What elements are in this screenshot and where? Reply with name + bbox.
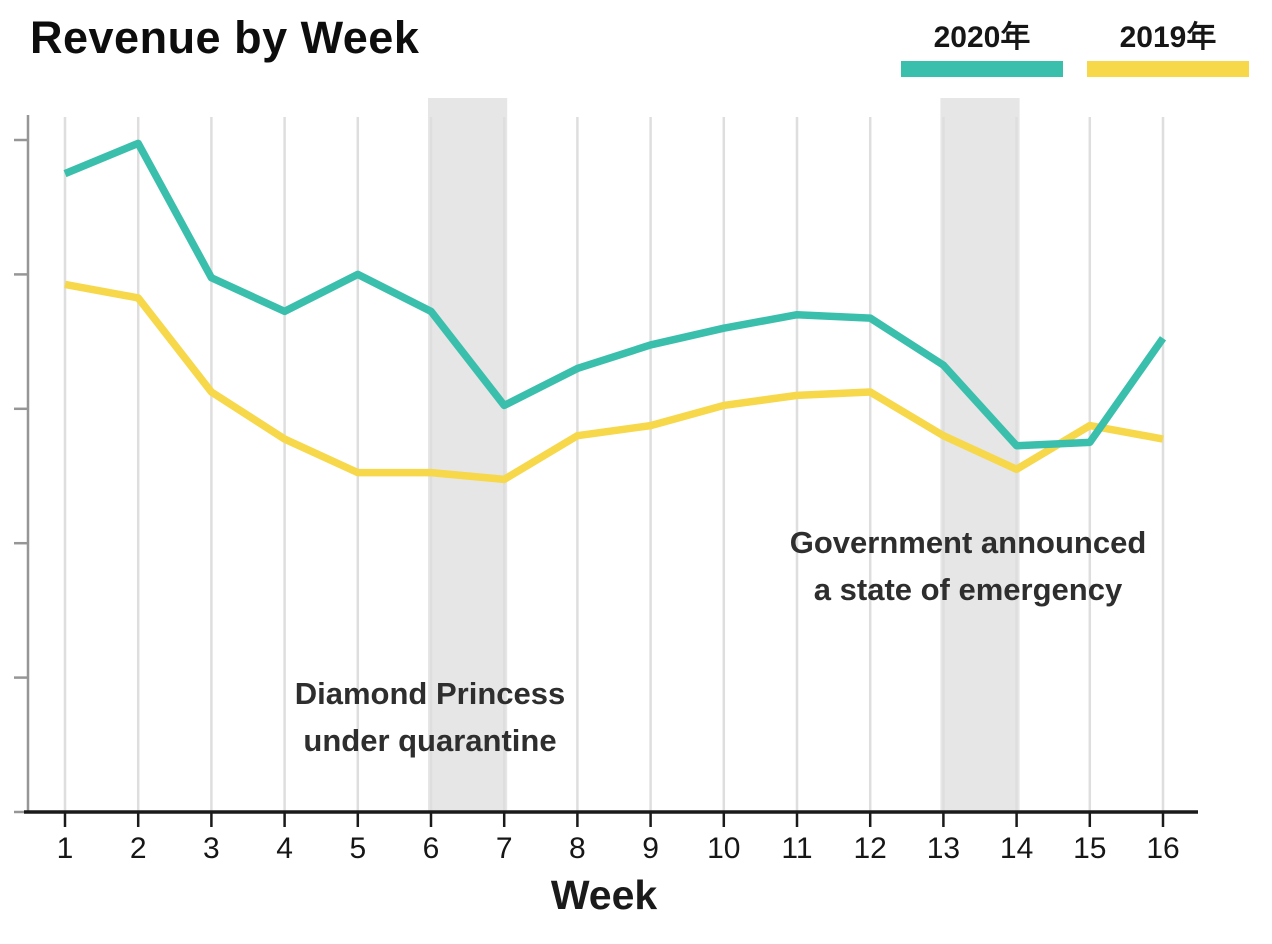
annotation-line: Government announced bbox=[789, 525, 1147, 560]
x-tick-label: 2 bbox=[130, 832, 147, 865]
x-tick-label: 7 bbox=[496, 832, 513, 865]
annotation-line: a state of emergency bbox=[813, 572, 1123, 607]
gridlines bbox=[63, 117, 1165, 812]
series-lines bbox=[63, 139, 1167, 484]
legend-swatch-2020 bbox=[901, 61, 1063, 77]
x-tick-label: 14 bbox=[1000, 832, 1033, 865]
x-tick-label: 3 bbox=[203, 832, 220, 865]
legend-label-2020: 2020年 bbox=[933, 21, 1031, 54]
x-tick-label: 8 bbox=[569, 832, 586, 865]
x-tick-label: 13 bbox=[927, 832, 960, 865]
x-axis-title: Week bbox=[550, 872, 658, 918]
annotation-emergency: Government announced a state of emergenc… bbox=[718, 519, 1218, 613]
series-line-2020年 bbox=[63, 139, 1167, 450]
x-tick-label: 9 bbox=[642, 832, 659, 865]
highlight-band bbox=[428, 98, 508, 812]
x-tick-label: 16 bbox=[1146, 832, 1179, 865]
page-title: Revenue by Week bbox=[30, 12, 420, 63]
annotation-line: under quarantine bbox=[303, 723, 557, 758]
annotation-line: Diamond Princess bbox=[294, 676, 566, 711]
series-line-2019年 bbox=[64, 280, 1164, 484]
x-tick-label: 15 bbox=[1073, 832, 1106, 865]
x-axis: 1 2 3 4 5 6 7 8 9 10 11 12 13 14 15 16 bbox=[24, 810, 1198, 865]
legend-label-2019: 2019年 bbox=[1119, 21, 1217, 54]
legend-item-2019: 2019年 bbox=[1087, 20, 1249, 77]
legend-swatch-2019 bbox=[1087, 61, 1249, 77]
highlight-bands bbox=[428, 98, 1020, 812]
x-tick-label: 6 bbox=[423, 832, 440, 865]
x-tick-label: 5 bbox=[349, 832, 366, 865]
y-axis bbox=[14, 115, 30, 814]
x-tick-label: 11 bbox=[781, 832, 812, 865]
x-tick-label: 1 bbox=[57, 832, 74, 865]
x-tick-label: 12 bbox=[854, 832, 887, 865]
x-tick-label: 10 bbox=[707, 832, 740, 865]
x-tick-label: 4 bbox=[276, 832, 293, 865]
annotation-quarantine: Diamond Princess under quarantine bbox=[180, 670, 680, 764]
legend-item-2020: 2020年 bbox=[901, 20, 1063, 77]
